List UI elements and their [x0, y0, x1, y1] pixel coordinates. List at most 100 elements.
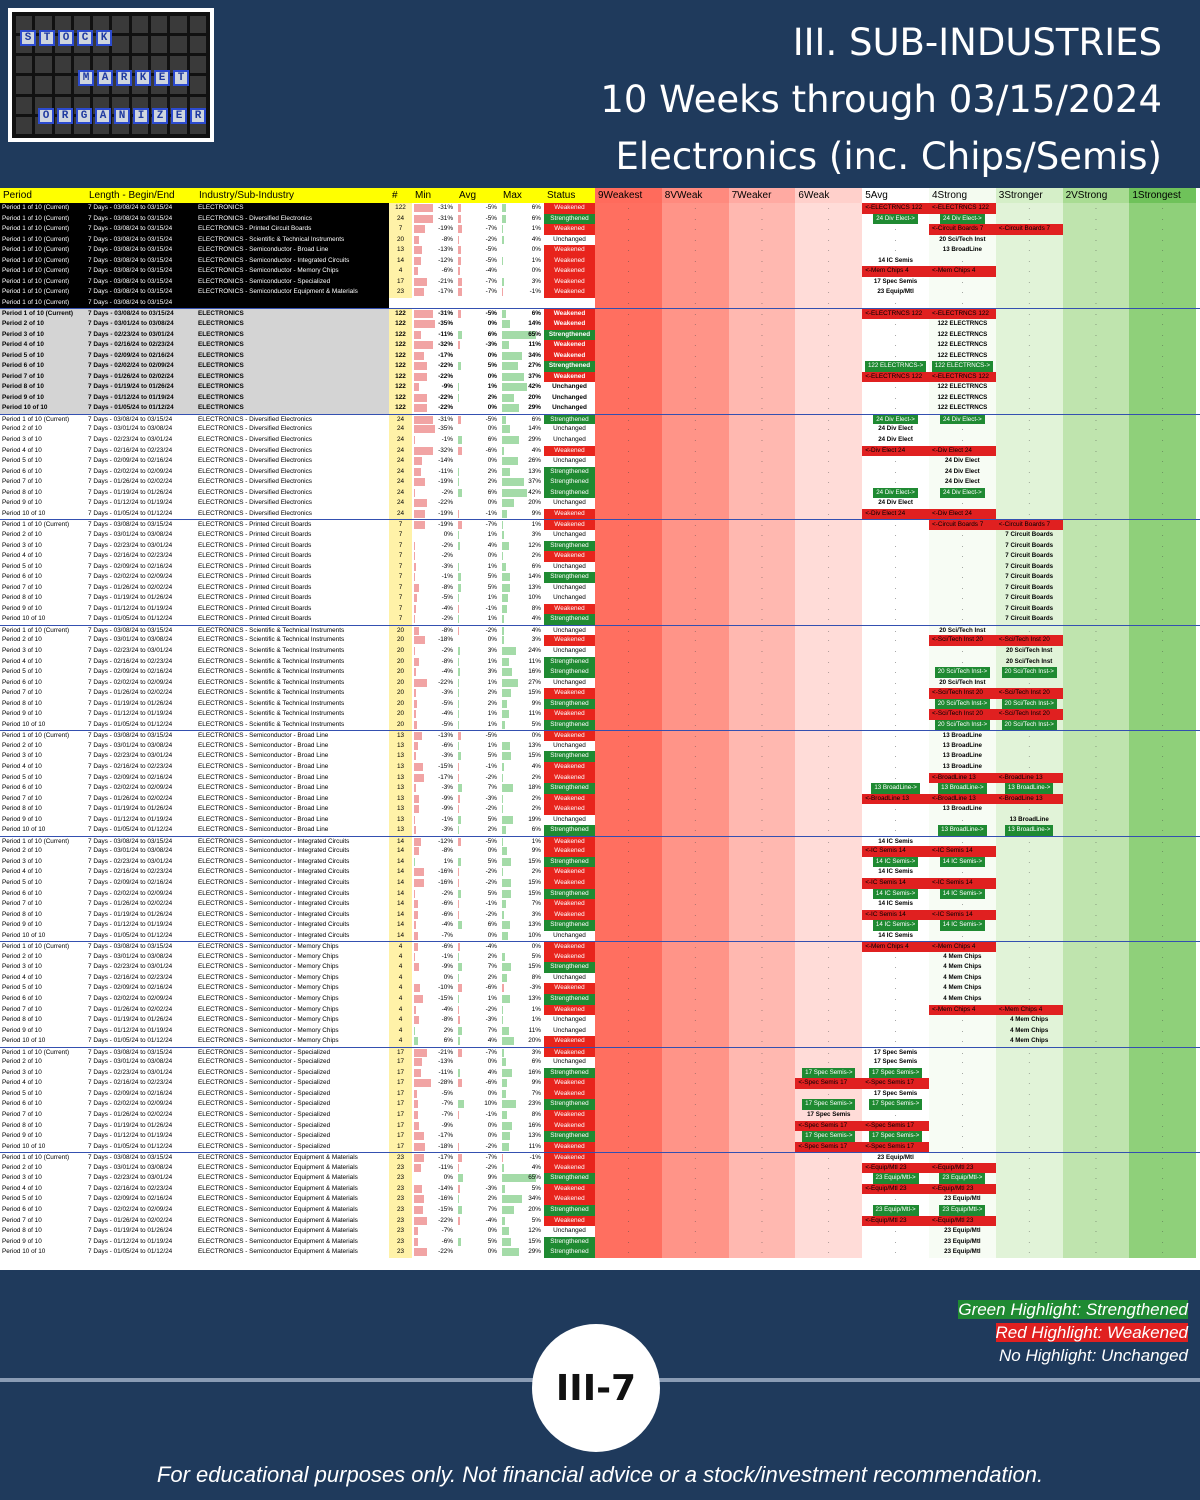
table-row: Period 4 of 10 7 Days - 02/16/24 to 02/23… — [0, 445, 1200, 457]
band-cell-5: . — [862, 688, 929, 699]
band-tag: <-IC Semis 14 — [862, 909, 929, 921]
band-cell-5: <-IC Semis 14 — [862, 909, 929, 921]
band-cell-4: 23 Equip/Mtl — [928, 1247, 996, 1258]
band-cell-5: <-Div Elect 24 — [862, 445, 929, 457]
value-bar — [414, 1005, 417, 1014]
strength-bands: ..... 122 ELECTRNCS... — [595, 319, 1200, 330]
max-cell: 3% — [500, 909, 544, 921]
band-cell-5: <-Spec Semis 17 — [862, 1141, 929, 1153]
avg-cell: -1% — [456, 1110, 500, 1121]
band-cell-2: . — [1062, 677, 1130, 689]
value-bar — [502, 499, 514, 508]
band-cell-4: 13 BroadLine — [928, 751, 996, 762]
band-cell-7: . — [728, 783, 796, 794]
band-cell-3: <-Mem Chips 4 — [995, 1004, 1063, 1016]
band-cell-7: . — [728, 1036, 796, 1047]
period-cell: Period 2 of 10 — [0, 424, 86, 436]
value-bar — [502, 668, 512, 677]
band-cell-3: 7 Circuit Boards — [995, 572, 1063, 583]
strength-bands: ..... 20 Sci/Tech Inst... — [595, 625, 1200, 636]
period-cell: Period 2 of 10 — [0, 951, 86, 963]
value-bar — [502, 710, 509, 719]
count-cell: 13 — [389, 825, 412, 836]
avg-cell: 5% — [456, 814, 500, 826]
value-bar — [414, 214, 433, 223]
avg-cell: -3% — [456, 340, 500, 351]
band-cell-4: . — [928, 1141, 996, 1153]
band-cell-6: . — [795, 287, 863, 298]
band-cell-9: . — [595, 1131, 662, 1142]
period-cell: Period 4 of 10 — [0, 761, 86, 773]
industry-cell: ELECTRONICS - Diversified Electronics — [196, 414, 389, 425]
avg-cell: -7% — [456, 1047, 500, 1058]
table-row: Period 1 of 10 (Current) 7 Days - 03/08/2… — [0, 835, 1200, 847]
table-row: Period 4 of 10 7 Days - 02/16/24 to 02/23… — [0, 1078, 1200, 1089]
band-cell-8: . — [661, 645, 729, 657]
length-cell: 7 Days - 02/09/24 to 02/16/24 — [86, 1088, 196, 1100]
band-cell-2: . — [1062, 1025, 1130, 1037]
value-bar — [458, 277, 463, 286]
table-row: Period 10 of 10 7 Days - 01/05/24 to 01/1… — [0, 719, 1200, 731]
status-badge: Weakened — [544, 1047, 595, 1058]
band-cell-4: 122 ELECTRNCS — [928, 382, 996, 393]
count-cell: 14 — [389, 846, 412, 857]
min-cell: -22% — [412, 498, 456, 509]
band-cell-8: . — [661, 1153, 729, 1163]
band-cell-5: 14 IC Semis-> — [862, 920, 929, 931]
table-row: Period 5 of 10 7 Days - 02/09/24 to 02/16… — [0, 983, 1200, 995]
band-cell-4: 24 Div Elect-> — [928, 414, 996, 426]
band-cell-6: . — [795, 382, 863, 393]
value-bar — [458, 868, 460, 877]
period-cell: Period 5 of 10 — [0, 878, 86, 889]
band-cell-8: . — [661, 297, 729, 309]
value-bar — [502, 562, 506, 571]
period-cell: Period 4 of 10 — [0, 551, 86, 562]
band-cell-2: . — [1062, 297, 1130, 309]
band-cell-2: . — [1062, 1088, 1130, 1100]
count-cell: 7 — [389, 593, 412, 604]
table-row: Period 4 of 10 7 Days - 02/16/24 to 02/23… — [0, 972, 1200, 984]
length-cell: 7 Days - 02/23/24 to 03/01/24 — [86, 1067, 196, 1079]
value-bar — [502, 583, 510, 592]
band-cell-6: . — [795, 951, 863, 963]
status-badge: Strengthened — [544, 698, 595, 710]
count-cell: 4 — [389, 983, 412, 995]
length-cell: 7 Days - 01/05/24 to 01/12/24 — [86, 719, 196, 731]
band-cell-5: . — [862, 1015, 929, 1026]
table-row: Period 4 of 10 7 Days - 02/16/24 to 02/23… — [0, 656, 1200, 668]
band-tag: <-Mem Chips 4 — [928, 1004, 996, 1016]
count-cell: 7 — [389, 582, 412, 594]
count-cell: 4 — [389, 962, 412, 973]
max-cell: 65% — [500, 1173, 544, 1184]
strength-bands: .....4 Mem Chips... — [595, 962, 1200, 973]
status-badge: Weakened — [544, 836, 595, 847]
count-cell: 122 — [389, 203, 412, 214]
value-bar — [502, 794, 504, 803]
band-cell-7: . — [728, 856, 796, 868]
band-cell-3: 13 BroadLine-> — [995, 825, 1063, 836]
value-bar — [414, 583, 419, 592]
table-row: Period 8 of 10 7 Days - 01/19/24 to 01/26… — [0, 593, 1200, 604]
avg-cell: 0% — [456, 1120, 500, 1132]
industry-cell: ELECTRONICS - Semiconductor Equipment & … — [196, 287, 389, 298]
length-cell: 7 Days - 03/08/24 to 03/15/24 — [86, 245, 196, 256]
band-cell-2: . — [1062, 445, 1130, 457]
band-tag: <-IC Semis 14 — [862, 878, 929, 889]
status-badge: Weakened — [544, 731, 595, 741]
band-cell-2: . — [1062, 1162, 1130, 1174]
band-tag: <-Equip/Mtl 23 — [862, 1183, 929, 1195]
value-bar — [458, 815, 461, 824]
value-bar — [458, 1068, 461, 1077]
period-cell: Period 6 of 10 — [0, 994, 86, 1005]
value-bar — [458, 720, 459, 729]
band-cell-3: . — [995, 867, 1063, 878]
band-tag: 14 IC Semis — [878, 931, 913, 939]
band-tag: 13 BroadLine-> — [1004, 825, 1054, 836]
band-cell-7: . — [728, 1173, 796, 1184]
avg-cell: 5% — [456, 582, 500, 594]
band-tag: 24 Div Elect — [878, 436, 913, 444]
industry-cell: ELECTRONICS - Semiconductor Equipment & … — [196, 1226, 389, 1237]
band-cell-2: . — [1062, 761, 1130, 773]
band-cell-8: . — [661, 1015, 729, 1026]
band-cell-4: <-BroadLine 13 — [928, 793, 996, 805]
